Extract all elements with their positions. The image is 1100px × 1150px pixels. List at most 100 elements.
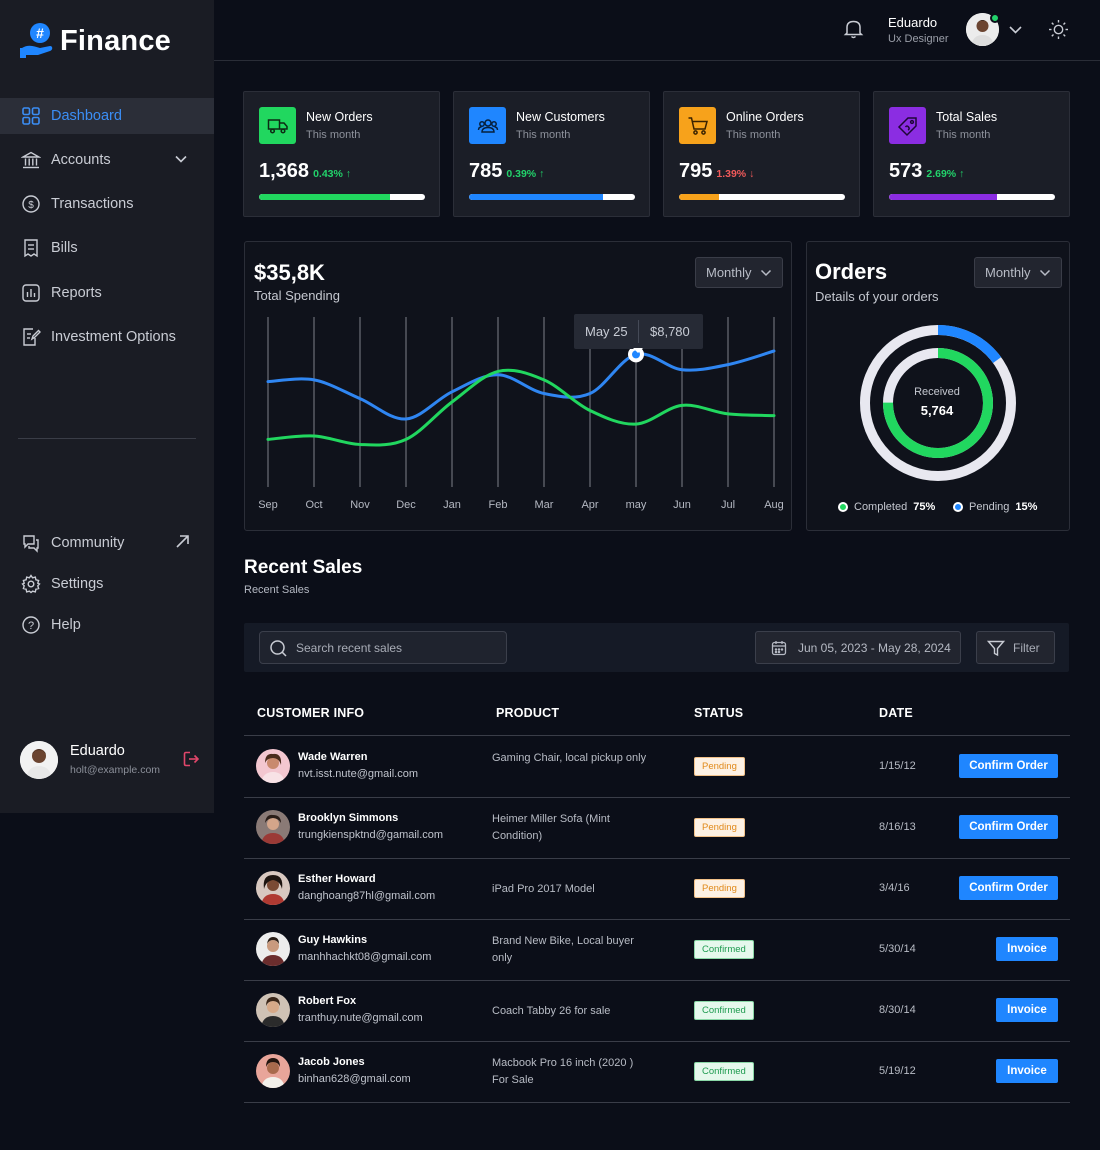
product-name: Coach Tabby 26 for sale [492,1005,611,1017]
spending-period-dropdown[interactable]: Monthly [695,257,783,288]
tag-icon [889,107,926,144]
edit-doc-icon [20,327,41,348]
column-header-date[interactable]: DATE [879,706,913,720]
invoice-button[interactable]: Invoice [996,937,1058,961]
product-name: iPad Pro 2017 Model [492,883,595,895]
stat-progress-fill [679,194,719,200]
legend-pending: Pending 15% [953,501,1037,513]
dropdown-label: Monthly [706,265,752,280]
sidebar-item-label: Accounts [51,152,111,168]
avatar [256,932,290,966]
brand[interactable]: # Finance [20,22,171,60]
sidebar-item-help[interactable]: ? Help [0,607,214,643]
customer-email: nvt.isst.nute@gmail.com [298,768,418,780]
x-tick-label: Aug [764,499,784,511]
orders-title: Orders [815,259,888,284]
table-row: Esther Howard danghoang87hl@gmail.com iP… [244,858,1070,919]
stat-card-new-orders[interactable]: New Orders This month 1,368 0.43% ↑ [243,91,440,217]
column-header-customer-info[interactable]: CUSTOMER INFO [257,706,365,720]
chevron-down-icon[interactable] [174,152,188,170]
stat-progress-fill [469,194,604,200]
avatar[interactable] [20,741,58,779]
total-spending-value: $35,8K [254,260,325,285]
orders-subtitle: Details of your orders [815,289,939,304]
x-tick-label: Oct [305,499,322,511]
sidebar-item-investment-options[interactable]: Investment Options [0,319,214,355]
sidebar-divider [18,438,196,439]
search-input[interactable]: Search recent sales [259,631,507,664]
customer-email: tranthuy.nute@gmail.com [298,1012,423,1024]
x-tick-label: Feb [489,499,508,511]
table-row: Brooklyn Simmons trungkienspktnd@gamail.… [244,797,1070,858]
invoice-button[interactable]: Invoice [996,1059,1058,1083]
spending-line-chart: Sep Oct Nov Dec Jan Feb Mar Apr may Jun Jul Aug [258,317,784,511]
sidebar-item-reports[interactable]: Reports [0,275,214,311]
confirm-order-button[interactable]: Confirm Order [959,754,1058,778]
sidebar-item-bills[interactable]: Bills [0,230,214,266]
legend-label: Completed [854,501,908,513]
chart-series-line [266,368,776,447]
sidebar-item-transactions[interactable]: $ Transactions [0,186,214,222]
table-divider [244,797,1070,798]
stat-progress-bar [679,194,845,200]
external-link-icon [175,534,190,553]
column-header-product[interactable]: PRODUCT [496,706,560,720]
spending-chart-panel: $35,8K Total Spending Monthly Sep Oct Nov D… [244,241,792,531]
confirm-order-button[interactable]: Confirm Order [959,815,1058,839]
stat-card-online-orders[interactable]: Online Orders This month 795 1.39% ↓ [663,91,860,217]
users-icon [469,107,506,144]
product-name: Macbook Pro 16 inch (2020 ) For Sale [492,1057,634,1086]
logout-icon[interactable] [182,750,200,773]
stat-progress-bar [259,194,425,200]
stat-title: New Orders [306,110,373,124]
avatar [256,993,290,1027]
stat-subtitle: This month [726,129,781,141]
chevron-down-icon[interactable] [1008,22,1023,42]
sidebar-user-name: Eduardo [70,743,125,759]
invoice-button[interactable]: Invoice [996,998,1058,1022]
date-range-picker[interactable]: Jun 05, 2023 - May 28, 2024 [755,631,961,664]
column-header-status[interactable]: STATUS [694,706,744,720]
customer-name: Esther Howard [298,873,376,885]
customer-name: Wade Warren [298,751,368,763]
calendar-icon [771,640,787,659]
filter-label: Filter [1013,640,1040,655]
avatar [256,871,290,905]
stat-value: 1,368 0.43% ↑ [259,160,352,182]
avatar[interactable] [966,13,999,46]
stat-progress-fill [889,194,997,200]
chart-tooltip: May 25 $8,780 [574,314,703,349]
sale-date: 3/4/16 [879,882,910,894]
status-badge: Pending [694,757,745,776]
sidebar-item-label: Dashboard [51,108,122,124]
bell-icon[interactable] [843,18,864,45]
filter-button[interactable]: Filter [976,631,1055,664]
legend-label: Pending [969,501,1010,513]
sale-date: 8/30/14 [879,1004,916,1016]
stat-card-new-customers[interactable]: New Customers This month 785 0.39% ↑ [453,91,650,217]
avatar [256,810,290,844]
sidebar-item-accounts[interactable]: Accounts [0,142,214,178]
chevron-down-icon [1039,267,1051,282]
search-placeholder: Search recent sales [296,640,403,655]
stat-title: New Customers [516,110,605,124]
sidebar-item-settings[interactable]: Settings [0,566,214,602]
stat-card-total-sales[interactable]: Total Sales This month 573 2.69% ↑ [873,91,1070,217]
sidebar-item-community[interactable]: Community [0,525,214,561]
online-status-dot [990,13,1000,23]
legend-value: 15% [1015,501,1038,513]
product-name: Gaming Chair, local pickup only [492,752,647,764]
table-divider [244,919,1070,920]
x-tick-label: Nov [350,499,370,511]
tooltip-separator [638,320,639,343]
confirm-order-button[interactable]: Confirm Order [959,876,1058,900]
x-tick-label: Sep [258,499,278,511]
customer-name: Robert Fox [298,995,357,1007]
theme-sun-icon[interactable] [1048,19,1069,45]
x-tick-label: Jun [673,499,691,511]
topbar-user-name: Eduardo [888,15,938,30]
sidebar-item-dashboard[interactable]: Dashboard [0,98,214,134]
orders-period-dropdown[interactable]: Monthly [974,257,1062,288]
x-tick-label: Jan [443,499,461,511]
search-icon [269,639,288,661]
